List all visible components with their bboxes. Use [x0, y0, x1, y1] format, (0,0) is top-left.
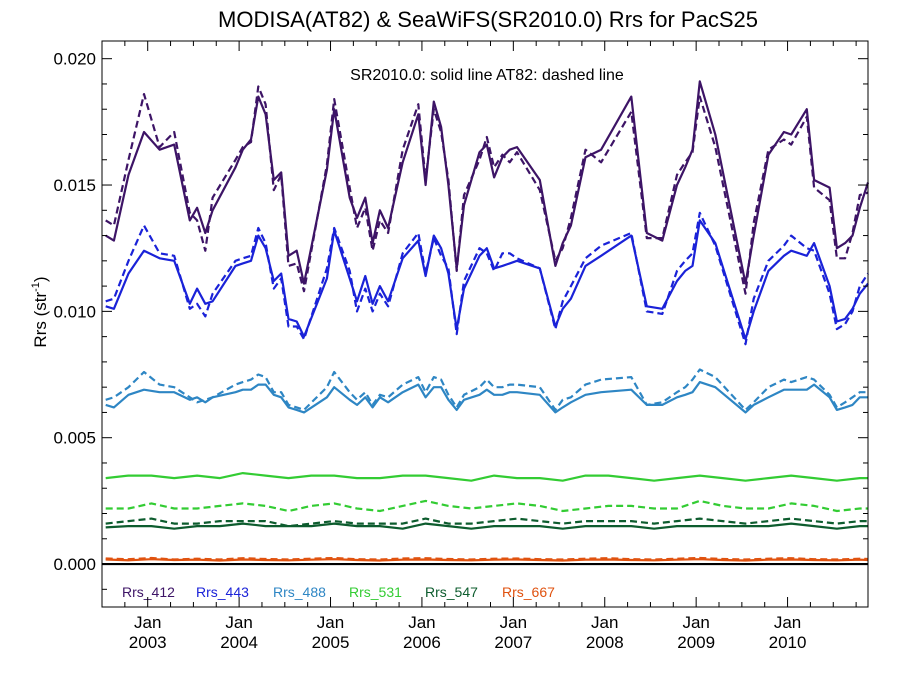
series-line-rrs-412-at82: [105, 85, 869, 295]
y-axis-label-main: Rrs (str: [31, 292, 50, 348]
series-line-rrs-547: [105, 522, 868, 530]
x-tick-month-label: Jan: [500, 613, 527, 632]
y-axis-label: Rrs (str-1): [30, 276, 50, 347]
line-style-annotation: SR2010.0: solid line AT82: dashed line: [350, 67, 624, 84]
x-tick-year-label: 2010: [769, 633, 807, 652]
x-axis-ticks: Jan2003Jan2004Jan2005Jan2006Jan2007Jan20…: [124, 41, 857, 652]
series-line-rrs-443-at82: [105, 211, 869, 346]
y-tick-label: 0.005: [53, 429, 96, 448]
x-tick-year-label: 2008: [586, 633, 624, 652]
legend-item-rrs-488: Rrs_488: [273, 584, 326, 600]
legend-item-rrs-547: Rrs_547: [425, 584, 478, 600]
y-tick-label: 0.000: [53, 555, 96, 574]
series-lines: [105, 80, 870, 562]
x-tick-month-label: Jan: [225, 613, 252, 632]
series-line-rrs-547-at82: [105, 517, 868, 528]
x-tick-year-label: 2004: [220, 633, 258, 652]
series-line-rrs-488-at82: [105, 368, 868, 411]
legend: Rrs_412 Rrs_443 Rrs_488 Rrs_531 Rrs_547 Rrs_6…: [122, 584, 555, 600]
x-tick-year-label: 2005: [312, 633, 350, 652]
series-line-rrs-488: [105, 381, 868, 414]
x-tick-year-label: 2006: [403, 633, 441, 652]
series-line-rrs-531: [105, 472, 868, 482]
y-tick-label: 0.015: [53, 176, 96, 195]
legend-item-rrs-667: Rrs_667: [502, 584, 555, 600]
y-axis-label-end: ): [31, 276, 50, 282]
legend-item-rrs-412: Rrs_412: [122, 584, 175, 600]
x-tick-month-label: Jan: [774, 613, 801, 632]
legend-item-rrs-443: Rrs_443: [196, 584, 249, 600]
x-tick-year-label: 2003: [129, 633, 167, 652]
x-tick-month-label: Jan: [317, 613, 344, 632]
x-tick-month-label: Jan: [591, 613, 618, 632]
x-tick-year-label: 2009: [677, 633, 715, 652]
series-line-rrs-412: [105, 80, 870, 285]
chart-title: MODISA(AT82) & SeaWiFS(SR2010.0) Rrs for…: [218, 7, 758, 32]
plot-area-frame: [101, 40, 869, 608]
x-tick-month-label: Jan: [134, 613, 161, 632]
y-axis-ticks: 0.000 0.005 0.010 0.015 0.020: [53, 50, 868, 590]
series-line-rrs-667-at82: [105, 556, 869, 561]
x-tick-month-label: Jan: [408, 613, 435, 632]
series-line-rrs-531-at82: [105, 499, 868, 513]
x-tick-year-label: 2007: [494, 633, 532, 652]
y-tick-label: 0.020: [53, 50, 96, 69]
x-tick-month-label: Jan: [682, 613, 709, 632]
y-axis-label-superscript: -1: [30, 282, 42, 292]
y-tick-label: 0.010: [53, 302, 96, 321]
legend-item-rrs-531: Rrs_531: [349, 584, 402, 600]
